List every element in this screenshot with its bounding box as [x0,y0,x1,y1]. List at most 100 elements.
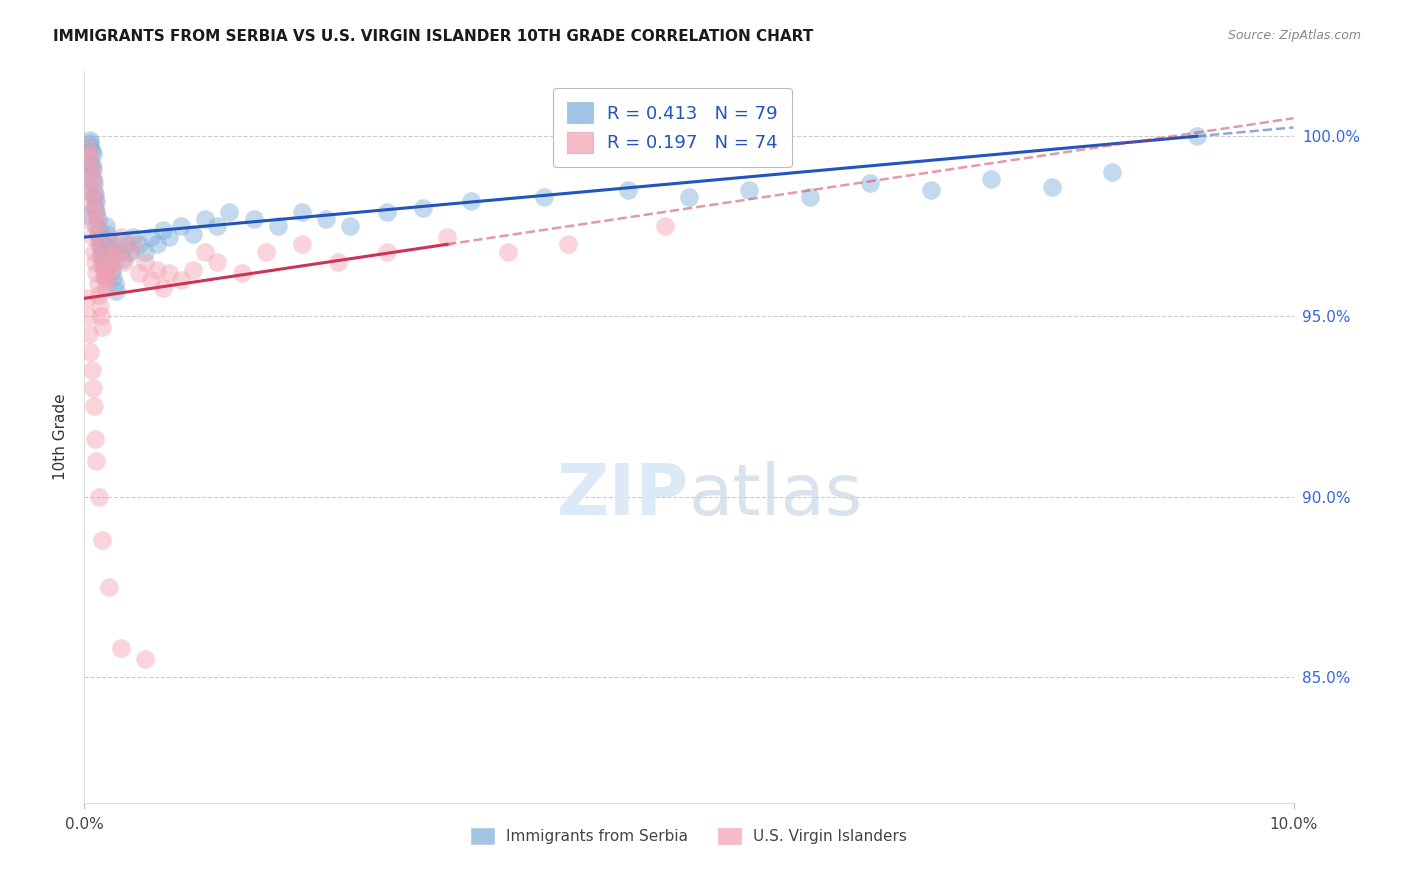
Point [87,287,110,301]
Point [267,219,290,234]
Text: IMMIGRANTS FROM SERBIA VS U.S. VIRGIN ISLANDER 10TH GRADE CORRELATION CHART: IMMIGRANTS FROM SERBIA VS U.S. VIRGIN IS… [53,29,814,44]
Point [118,244,141,259]
Point [94,269,117,284]
Point [104,284,127,298]
Point [77,154,100,169]
Point [82,161,104,176]
Point [112,255,135,269]
Point [86,227,108,241]
Point [139,273,162,287]
Point [97,255,120,269]
Point [97,234,120,248]
Point [86,205,108,219]
Point [79,136,101,151]
Point [89,230,111,244]
Point [98,266,121,280]
Point [76,291,98,305]
Point [146,262,169,277]
Point [91,533,114,547]
Point [82,147,104,161]
Point [112,252,135,266]
Point [115,237,138,252]
Point [105,244,128,259]
Point [80,205,103,219]
Point [89,299,111,313]
Point [496,244,519,259]
Point [291,205,314,219]
Point [86,216,108,230]
Point [101,262,124,277]
Point [1101,165,1123,179]
Point [100,248,122,262]
Point [104,255,127,269]
Point [436,230,458,244]
Point [79,194,101,208]
Point [91,320,114,334]
Point [194,212,217,227]
Point [90,248,112,262]
Point [170,219,193,234]
Point [83,400,105,414]
Point [1185,129,1208,144]
Point [1040,179,1063,194]
Point [93,269,115,284]
Point [194,244,217,259]
Point [89,237,111,252]
Y-axis label: 10th Grade: 10th Grade [53,393,69,481]
Point [76,209,98,223]
Point [654,219,676,234]
Point [339,219,361,234]
Point [90,248,112,262]
Point [157,230,180,244]
Point [84,194,107,208]
Point [91,244,114,259]
Text: Source: ZipAtlas.com: Source: ZipAtlas.com [1227,29,1361,42]
Point [181,227,204,241]
Point [93,262,115,277]
Point [375,244,398,259]
Point [94,259,117,273]
Point [86,194,108,208]
Point [617,183,640,197]
Point [315,212,337,227]
Point [86,205,108,219]
Point [110,244,132,259]
Point [90,310,112,324]
Point [97,580,120,594]
Point [94,219,117,234]
Point [152,223,174,237]
Point [79,147,101,161]
Point [86,266,108,280]
Point [79,345,101,359]
Point [120,244,142,259]
Point [77,165,100,179]
Point [103,269,125,284]
Point [84,432,107,446]
Point [87,234,110,248]
Point [76,140,98,154]
Point [98,248,121,262]
Text: ZIP: ZIP [557,461,689,530]
Point [94,262,117,277]
Point [128,266,150,280]
Point [83,176,105,190]
Point [90,237,112,252]
Point [139,230,162,244]
Point [146,237,169,252]
Point [77,310,100,324]
Point [80,144,103,158]
Point [97,241,120,255]
Point [533,190,555,204]
Point [152,280,174,294]
Point [77,179,100,194]
Point [91,255,114,269]
Point [91,259,114,273]
Point [82,172,104,186]
Point [86,212,108,227]
Point [242,212,264,227]
Point [86,277,108,291]
Point [80,158,103,172]
Point [110,230,132,244]
Point [738,183,761,197]
Point [412,201,434,215]
